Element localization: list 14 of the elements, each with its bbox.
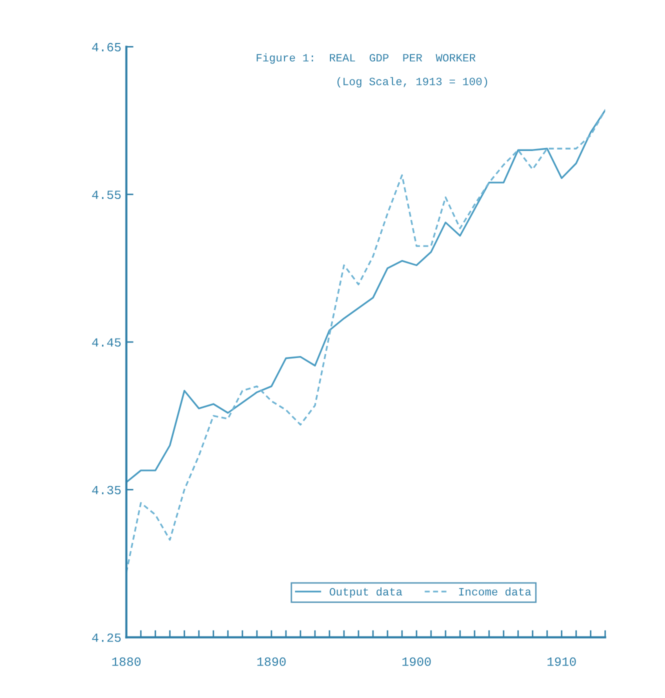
y-tick-label: 4.35 (92, 486, 121, 494)
legend-label: Output data (330, 587, 402, 598)
text: Figure 1: REAL GDP PER WORKER (256, 53, 476, 64)
y-tick-label: 4.25 (92, 633, 121, 642)
legend-label: Income data (459, 587, 532, 596)
x-tick-label: 1910 (548, 657, 576, 666)
x-tick-label: 1880 (112, 657, 141, 666)
text: (Log Scale, 1913 = 100) (337, 77, 488, 88)
line-series (126, 109, 606, 484)
y-tick-label: 4.55 (92, 190, 121, 200)
y-tick-label: 4.65 (92, 42, 121, 52)
y-tick-label: 4.45 (92, 338, 121, 347)
x-tick-label: 1890 (257, 657, 286, 666)
x-tick-label: 1900 (402, 657, 431, 666)
